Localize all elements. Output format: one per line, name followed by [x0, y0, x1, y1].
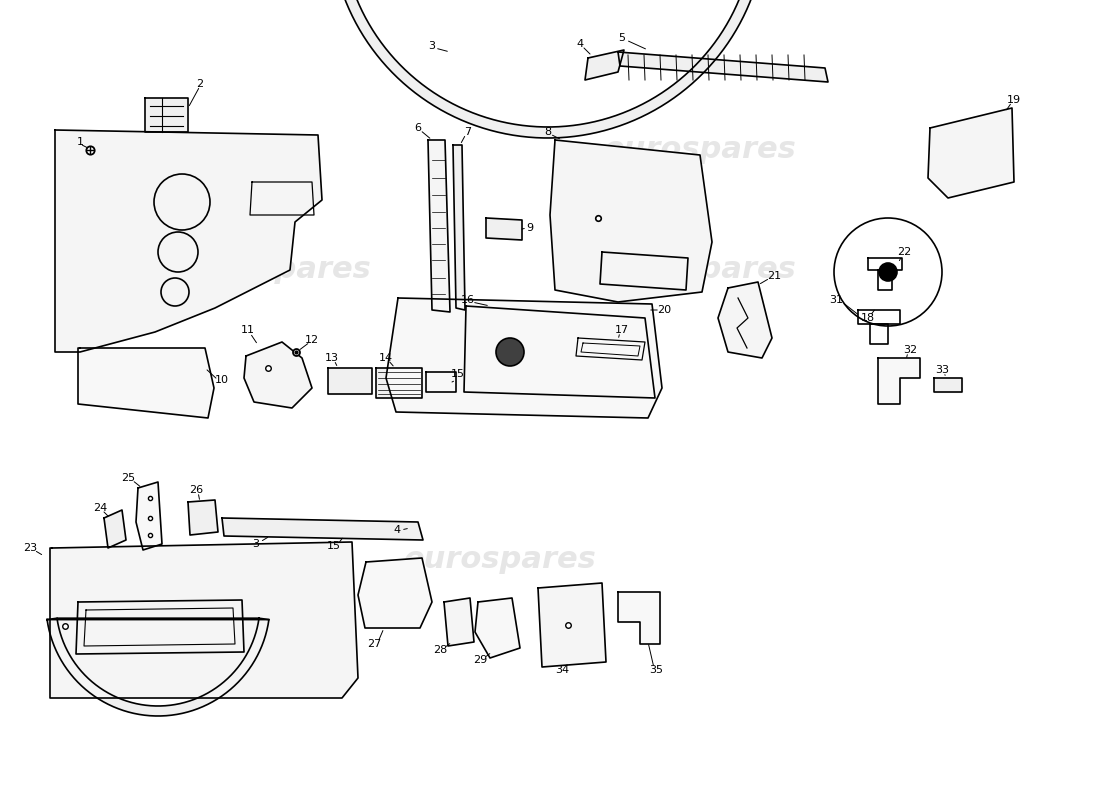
- Text: 7: 7: [464, 127, 472, 137]
- Text: 1: 1: [77, 137, 84, 147]
- Text: 10: 10: [214, 375, 229, 385]
- Text: eurospares: eurospares: [178, 255, 372, 285]
- Polygon shape: [550, 140, 712, 302]
- Text: 27: 27: [367, 639, 381, 649]
- Text: 3: 3: [429, 41, 436, 51]
- Polygon shape: [585, 50, 624, 80]
- Polygon shape: [188, 500, 218, 535]
- Text: 17: 17: [615, 325, 629, 335]
- Text: 26: 26: [189, 485, 204, 495]
- Text: 5: 5: [618, 33, 626, 43]
- Text: 4: 4: [394, 525, 400, 535]
- Polygon shape: [104, 510, 126, 548]
- Polygon shape: [55, 130, 322, 352]
- Text: 6: 6: [415, 123, 421, 133]
- Polygon shape: [386, 298, 662, 418]
- Polygon shape: [328, 368, 372, 394]
- Polygon shape: [47, 618, 268, 716]
- Polygon shape: [426, 372, 456, 392]
- Text: 22: 22: [896, 247, 911, 257]
- Text: 21: 21: [767, 271, 781, 281]
- Text: eurospares: eurospares: [404, 546, 596, 574]
- Polygon shape: [358, 558, 432, 628]
- Polygon shape: [928, 108, 1014, 198]
- Polygon shape: [538, 583, 606, 667]
- Text: 31: 31: [829, 295, 843, 305]
- Text: 14: 14: [378, 353, 393, 363]
- Polygon shape: [464, 306, 654, 398]
- Polygon shape: [453, 145, 465, 310]
- Text: 2: 2: [197, 79, 204, 89]
- Text: eurospares: eurospares: [604, 135, 796, 165]
- Polygon shape: [136, 482, 162, 550]
- Circle shape: [879, 263, 896, 281]
- Circle shape: [496, 338, 524, 366]
- Polygon shape: [486, 218, 522, 240]
- Text: 23: 23: [23, 543, 37, 553]
- Polygon shape: [339, 0, 766, 138]
- Polygon shape: [618, 52, 828, 82]
- Polygon shape: [50, 542, 358, 698]
- Text: 9: 9: [527, 223, 534, 233]
- Polygon shape: [145, 98, 188, 132]
- Polygon shape: [475, 598, 520, 658]
- Text: eurospares: eurospares: [604, 255, 796, 285]
- Text: 28: 28: [433, 645, 447, 655]
- Polygon shape: [78, 348, 214, 418]
- Polygon shape: [222, 518, 424, 540]
- Text: 35: 35: [649, 665, 663, 675]
- Text: 33: 33: [935, 365, 949, 375]
- Polygon shape: [428, 140, 450, 312]
- Polygon shape: [718, 282, 772, 358]
- Text: 32: 32: [903, 345, 917, 355]
- Text: 25: 25: [121, 473, 135, 483]
- Polygon shape: [244, 342, 312, 408]
- Text: 29: 29: [473, 655, 487, 665]
- Polygon shape: [618, 592, 660, 644]
- Text: 16: 16: [461, 295, 475, 305]
- Polygon shape: [934, 378, 962, 392]
- Text: 18: 18: [861, 313, 876, 323]
- Text: 3: 3: [253, 539, 260, 549]
- Text: 11: 11: [241, 325, 255, 335]
- Text: 4: 4: [576, 39, 584, 49]
- Polygon shape: [376, 368, 422, 398]
- Text: 19: 19: [1006, 95, 1021, 105]
- Text: 24: 24: [92, 503, 107, 513]
- Text: 8: 8: [544, 127, 551, 137]
- Text: 13: 13: [324, 353, 339, 363]
- Polygon shape: [444, 598, 474, 646]
- Text: 15: 15: [327, 541, 341, 551]
- Text: 20: 20: [657, 305, 671, 315]
- Polygon shape: [878, 358, 920, 404]
- Text: 15: 15: [451, 369, 465, 379]
- Text: 34: 34: [554, 665, 569, 675]
- Text: 12: 12: [305, 335, 319, 345]
